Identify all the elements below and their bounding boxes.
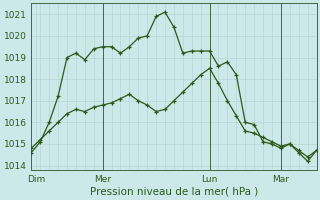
X-axis label: Pression niveau de la mer( hPa ): Pression niveau de la mer( hPa ) (90, 187, 258, 197)
